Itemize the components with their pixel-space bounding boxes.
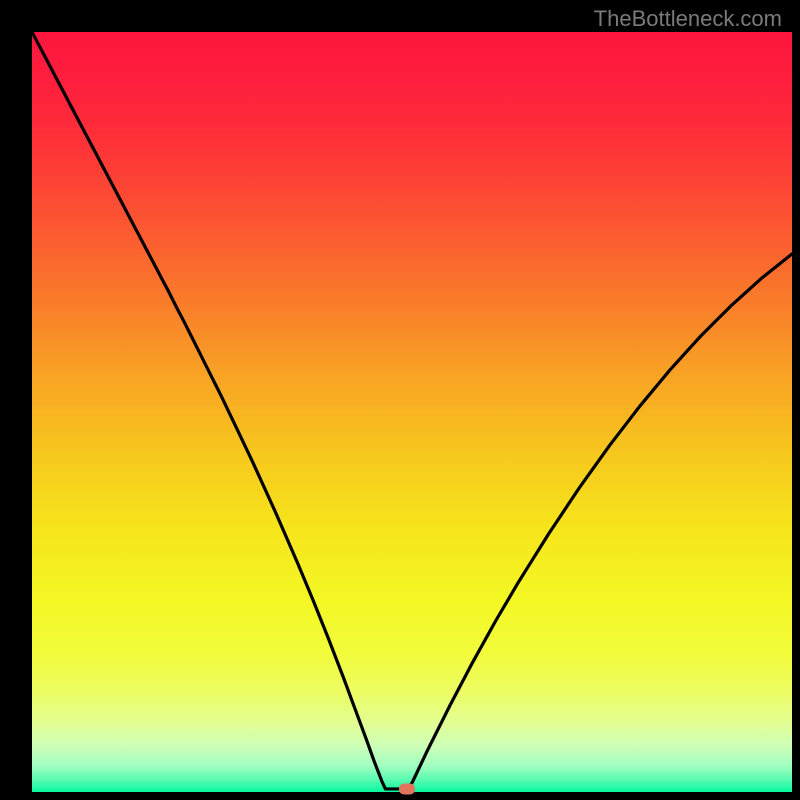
bottleneck-curve xyxy=(32,32,792,792)
plot-area xyxy=(32,32,792,792)
chart-frame: TheBottleneck.com xyxy=(0,0,800,800)
optimal-marker xyxy=(399,783,415,794)
watermark-text: TheBottleneck.com xyxy=(594,6,782,32)
